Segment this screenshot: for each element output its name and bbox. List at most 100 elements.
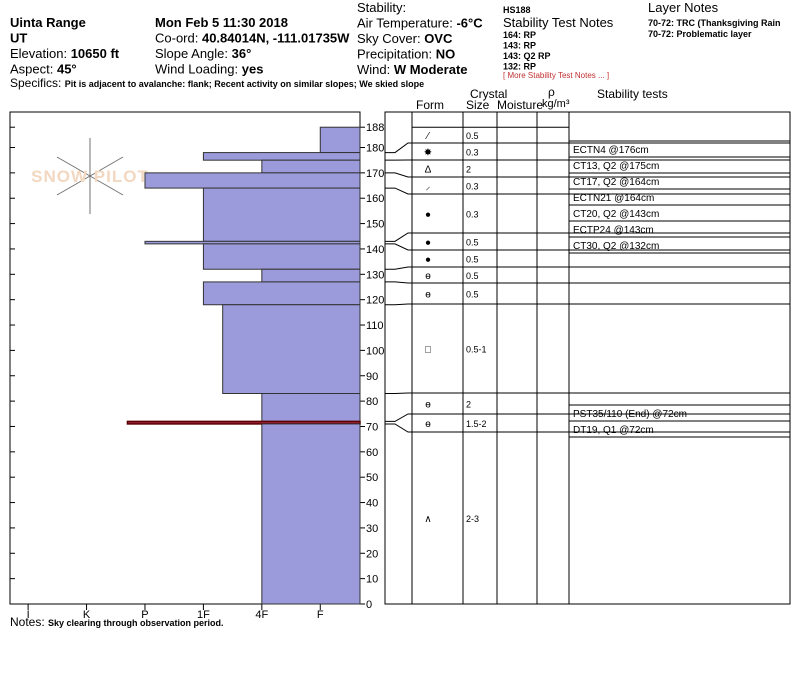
- grain-form: ɵ: [425, 400, 431, 411]
- hardness-bar: [144, 172, 361, 189]
- connector: [385, 232, 790, 242]
- grain-form: ɵ: [425, 290, 431, 301]
- stability-note: 132: RP: [503, 62, 536, 72]
- field-label: Specifics:: [10, 76, 65, 90]
- layer-notes-title: Layer Notes: [648, 0, 719, 15]
- more-notes: [ More Stability Test Notes ... ]: [503, 71, 609, 80]
- y-tick-label: 10: [366, 574, 378, 586]
- connector: [385, 281, 790, 284]
- field-label: Stability:: [357, 0, 406, 15]
- hardness-bar: [261, 423, 361, 605]
- stability-test: CT13, Q2 @175cm: [573, 161, 659, 172]
- rho-header: ρ: [548, 85, 555, 99]
- grain-form: □: [425, 345, 431, 356]
- header-field: Aspect: 45°: [10, 62, 77, 77]
- connector: [385, 266, 790, 270]
- grain-size: 0.3: [466, 182, 479, 192]
- size-header: Size: [466, 98, 490, 112]
- connector: [385, 413, 790, 422]
- y-tick-label: 188: [366, 122, 384, 134]
- header-field: UT: [10, 31, 27, 46]
- stability-test: CT30, Q2 @132cm: [573, 241, 659, 252]
- field-label: Aspect:: [10, 62, 57, 77]
- connector: [385, 187, 790, 195]
- y-tick-label: 140: [366, 244, 384, 256]
- grain-size: 2: [466, 400, 471, 410]
- grain-form: ●: [425, 238, 431, 249]
- notes: Notes: Sky clearing through observation …: [10, 615, 224, 629]
- field-label: Notes:: [10, 615, 48, 629]
- header-field: Air Temperature: -6°C: [357, 16, 483, 31]
- field-value: Uinta Range: [10, 15, 86, 30]
- hardness-bar: [126, 420, 361, 425]
- y-tick-label: 80: [366, 396, 378, 408]
- hs: HS188: [503, 5, 531, 15]
- stability-note: 143: RP: [503, 41, 536, 51]
- field-value: W Moderate: [394, 62, 468, 77]
- grain-form: ✸: [424, 148, 432, 159]
- y-tick-label: 50: [366, 472, 378, 484]
- header-field: Wind Loading: yes: [155, 62, 263, 77]
- y-tick-label: 150: [366, 219, 384, 231]
- x-tick-label: P: [141, 609, 148, 621]
- test-box: [568, 420, 791, 438]
- grain-size: 0.3: [466, 148, 479, 158]
- stability-test: PST35/110 (End) @72cm: [573, 409, 687, 420]
- field-value: 10650 ft: [71, 46, 120, 61]
- hardness-bar: [261, 159, 361, 174]
- y-tick-label: 90: [366, 371, 378, 383]
- grain-form: Δ: [425, 165, 432, 176]
- field-label: Wind:: [357, 62, 394, 77]
- hardness-bar: [261, 268, 361, 283]
- field-value: 45°: [57, 62, 77, 77]
- field-label: Air Temperature:: [357, 16, 456, 31]
- grain-size: 0.3: [466, 210, 479, 220]
- logo: SNOW PILOT: [31, 138, 148, 214]
- hardness-bar: [202, 152, 361, 161]
- field-value: 36°: [232, 46, 252, 61]
- y-tick-label: 60: [366, 447, 378, 459]
- field-value: Mon Feb 5 11:30 2018: [155, 15, 288, 30]
- x-tick-label: K: [83, 609, 91, 621]
- header-field: Wind: W Moderate: [357, 62, 468, 77]
- hardness-bar: [202, 281, 361, 306]
- grain-form: ●: [425, 255, 431, 266]
- stability-test: ECTN4 @176cm: [573, 145, 649, 156]
- stability-test: ECTP24 @143cm: [573, 225, 654, 236]
- y-tick-label: 30: [366, 523, 378, 535]
- grain-size: 1.5-2: [466, 419, 487, 429]
- field-label: Wind Loading:: [155, 62, 242, 77]
- stability-note: 143: Q2 RP: [503, 51, 551, 61]
- stability-test: CT20, Q2 @143cm: [573, 209, 659, 220]
- grain-size: 2-3: [466, 514, 479, 524]
- form-header: Form: [416, 98, 444, 112]
- header-field: Slope Angle: 36°: [155, 46, 251, 61]
- stability-note: 164: RP: [503, 30, 536, 40]
- x-tick-label: F: [317, 609, 324, 621]
- field-value: NO: [436, 47, 456, 62]
- field-value: 40.84014N, -111.01735W: [202, 31, 350, 46]
- field-value: Sky clearing through observation period.: [48, 618, 224, 628]
- grain-size: 0.5: [466, 255, 479, 265]
- grain-form: ɵ: [425, 271, 431, 282]
- field-value: yes: [242, 62, 264, 77]
- y-tick-label: 160: [366, 193, 384, 205]
- field-label: Elevation:: [10, 46, 71, 61]
- field-label: Sky Cover:: [357, 31, 424, 46]
- layer-note: 70-72: Problematic layer: [648, 29, 752, 39]
- header-field: Uinta Range: [10, 15, 86, 30]
- grain-size: 0.5: [466, 131, 479, 141]
- grain-size: 0.5-1: [466, 345, 487, 355]
- header-field: Mon Feb 5 11:30 2018: [155, 15, 288, 30]
- y-tick-label: 110: [366, 320, 384, 332]
- header-field: Elevation: 10650 ft: [10, 46, 120, 61]
- grain-size: 0.5: [466, 271, 479, 281]
- layer-note: 70-72: TRC (Thanksgiving Rain: [648, 18, 781, 28]
- field-value: UT: [10, 31, 27, 46]
- density-header: kg/m³: [542, 98, 570, 110]
- y-tick-label: 170: [366, 168, 384, 180]
- grain-size: 0.5: [466, 290, 479, 300]
- specifics: Specifics: Pit is adjacent to avalanche:…: [10, 76, 424, 90]
- crystal-header: Crystal: [470, 87, 507, 101]
